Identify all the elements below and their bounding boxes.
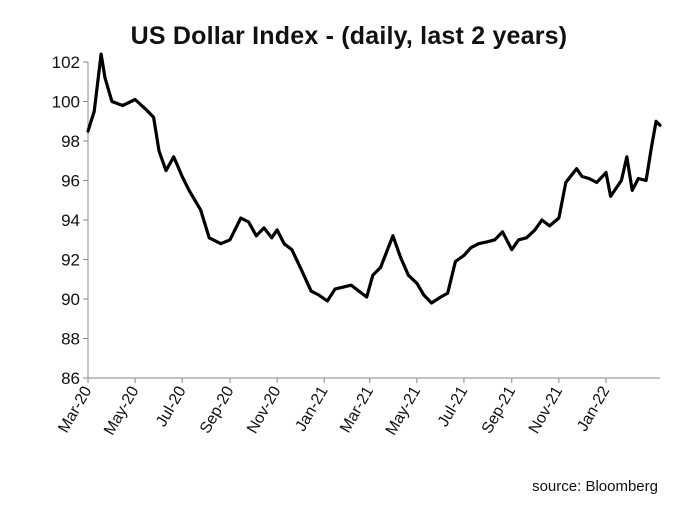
- axes: [87, 62, 660, 379]
- y-tick-label: 94: [61, 211, 80, 230]
- y-tick-label: 88: [61, 330, 80, 349]
- y-tick-label: 92: [61, 251, 80, 270]
- x-tick-label: May-20: [101, 383, 142, 438]
- y-axis-ticks: 86 88 90 92 94 96 98 100 102: [52, 53, 88, 388]
- x-tick-label: Mar-21: [337, 383, 377, 435]
- x-tick-label: May-21: [383, 383, 424, 438]
- source-note: source: Bloomberg: [532, 478, 658, 495]
- x-tick-label: Jan-22: [574, 383, 613, 434]
- series-line-dxy: [86, 52, 662, 305]
- x-tick-label: Nov-21: [526, 383, 567, 436]
- y-tick-label: 102: [52, 53, 80, 72]
- x-axis-ticks: Mar-20 May-20 Jul-20 Sep-20 Nov-20 Jan-21 Mar-…: [55, 378, 613, 438]
- x-tick-label: Sep-21: [479, 383, 520, 436]
- series-group: [86, 52, 662, 305]
- y-tick-label: 96: [61, 172, 80, 191]
- x-tick-label: Jan-21: [292, 383, 331, 434]
- y-tick-label: 90: [61, 290, 80, 309]
- x-tick-label: Nov-20: [244, 383, 285, 436]
- x-tick-label: Mar-20: [55, 383, 95, 435]
- chart-title: US Dollar Index - (daily, last 2 years): [130, 22, 568, 50]
- y-tick-label: 100: [52, 93, 80, 112]
- y-tick-label: 98: [61, 132, 80, 151]
- x-tick-label: Jul-20: [153, 383, 190, 429]
- x-tick-label: Sep-20: [197, 383, 238, 436]
- y-tick-label: 86: [61, 369, 80, 388]
- x-tick-label: Jul-21: [435, 383, 472, 429]
